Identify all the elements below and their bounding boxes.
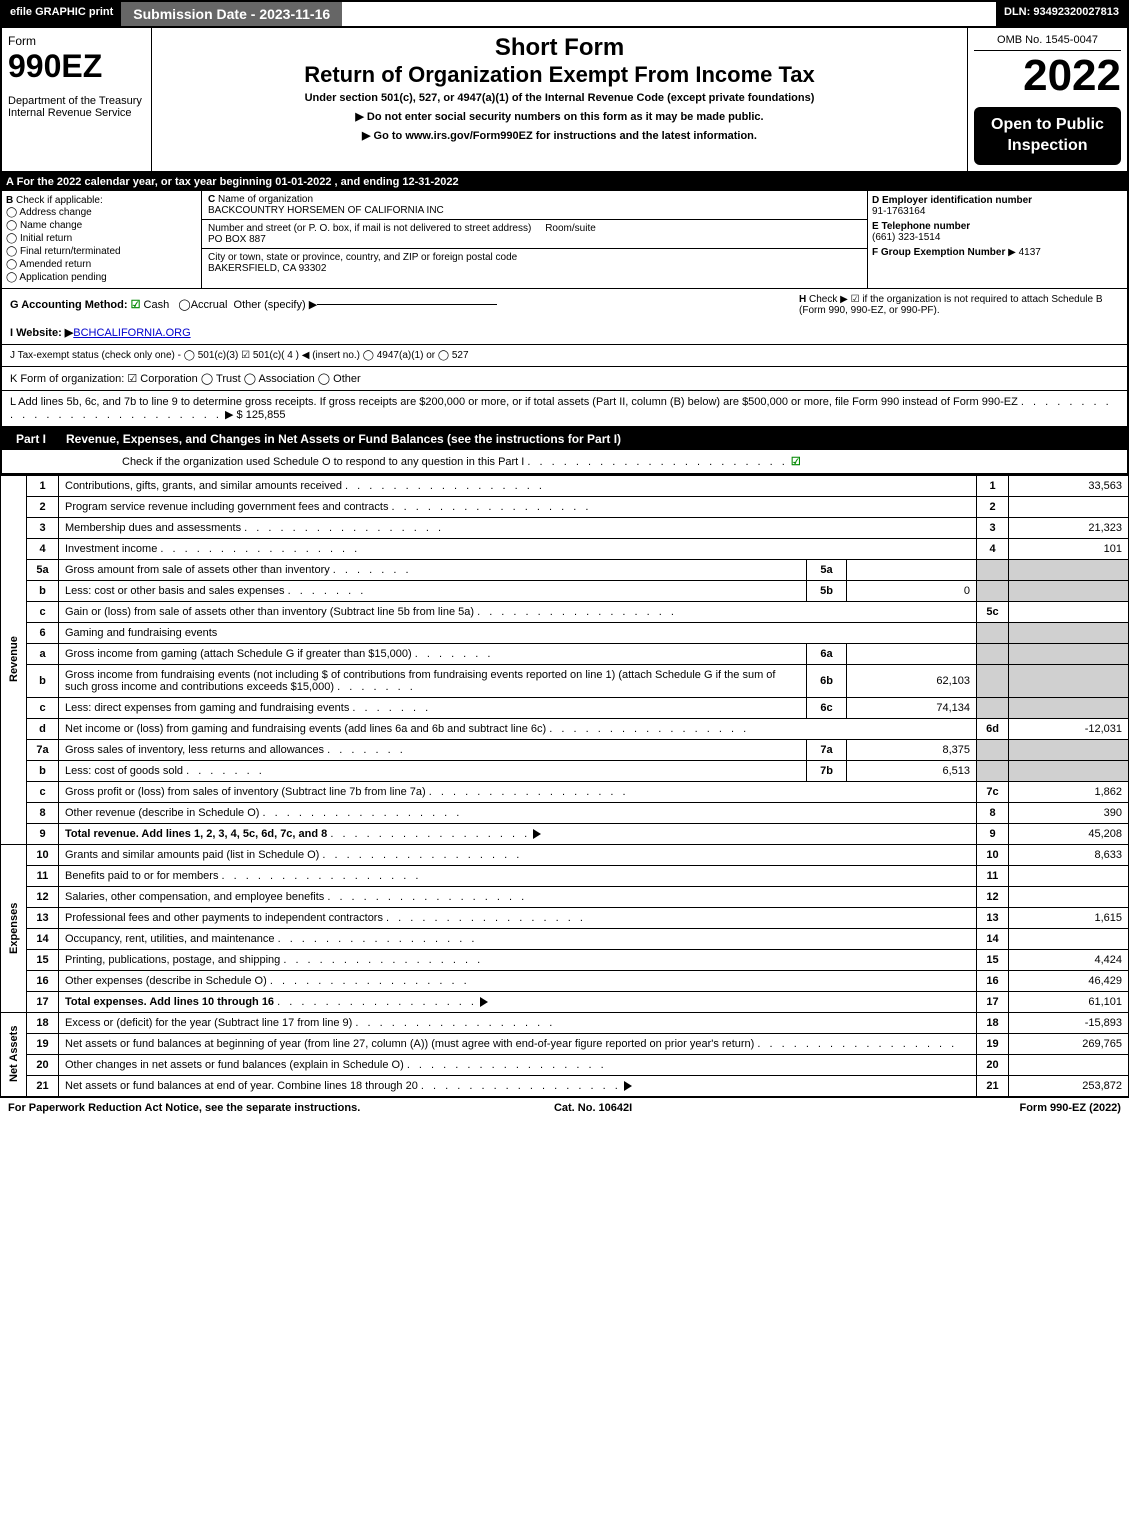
department: Department of the Treasury Internal Reve… xyxy=(8,95,145,119)
short-form: Short Form xyxy=(158,34,961,62)
financial-table: Revenue1Contributions, gifts, grants, an… xyxy=(0,475,1129,1097)
check-icon: ☑ xyxy=(131,298,141,311)
line-j: J Tax-exempt status (check only one) - ◯… xyxy=(2,344,1127,366)
part-i-header: Part I Revenue, Expenses, and Changes in… xyxy=(0,428,1129,450)
line-k: K Form of organization: ☑ Corporation ◯ … xyxy=(2,366,1127,390)
part-i-sub: Check if the organization used Schedule … xyxy=(0,450,1129,475)
tax-year: 2022 xyxy=(974,51,1121,101)
chk-address-change[interactable]: ◯ Address change xyxy=(6,206,197,219)
section-b: B Check if applicable: ◯ Address change … xyxy=(2,191,202,288)
dln: DLN: 93492320027813 xyxy=(996,2,1127,26)
open-to-public: Open to Public Inspection xyxy=(974,107,1121,165)
org-name: BACKCOUNTRY HORSEMEN OF CALIFORNIA INC xyxy=(208,205,444,216)
chk-initial-return[interactable]: ◯ Initial return xyxy=(6,232,197,245)
form-title: Return of Organization Exempt From Incom… xyxy=(158,62,961,88)
group-exemption-value: ▶ 4137 xyxy=(1008,247,1041,258)
line-i: I Website: ▶BCHCALIFORNIA.ORG xyxy=(2,321,1127,344)
instructions-link[interactable]: ▶ Go to www.irs.gov/Form990EZ for instru… xyxy=(158,129,961,142)
line-a: A For the 2022 calendar year, or tax yea… xyxy=(0,173,1129,191)
ein-label: D Employer identification number xyxy=(872,195,1123,206)
chk-amended-return[interactable]: ◯ Amended return xyxy=(6,258,197,271)
omb-number: OMB No. 1545-0047 xyxy=(974,34,1121,51)
website-link[interactable]: BCHCALIFORNIA.ORG xyxy=(73,327,190,339)
tel-label: E Telephone number xyxy=(872,221,1123,232)
ein-value: 91-1763164 xyxy=(872,206,1123,217)
line-h: H Check ▶ ☑ if the organization is not r… xyxy=(799,294,1119,316)
line-g: G Accounting Method: ☑ Cash ◯ Accrual Ot… xyxy=(2,288,1127,321)
line-l: L Add lines 5b, 6c, and 7b to line 9 to … xyxy=(2,390,1127,426)
efile-print-button[interactable]: efile GRAPHIC print xyxy=(2,2,121,26)
org-city: BAKERSFIELD, CA 93302 xyxy=(208,263,326,274)
chk-application-pending[interactable]: ◯ Application pending xyxy=(6,271,197,284)
group-exemption-label: F Group Exemption Number xyxy=(872,247,1005,258)
chk-final-return[interactable]: ◯ Final return/terminated xyxy=(6,245,197,258)
form-label: Form xyxy=(8,34,145,48)
footer: For Paperwork Reduction Act Notice, see … xyxy=(0,1097,1129,1118)
org-street: PO BOX 887 xyxy=(208,234,266,245)
form-number: 990EZ xyxy=(8,48,145,85)
top-bar: efile GRAPHIC print Submission Date - 20… xyxy=(0,0,1129,28)
tel-value: (661) 323-1514 xyxy=(872,232,1123,243)
form-header: Form 990EZ Department of the Treasury In… xyxy=(0,28,1129,173)
chk-name-change[interactable]: ◯ Name change xyxy=(6,219,197,232)
ssn-warning: ▶ Do not enter social security numbers o… xyxy=(158,110,961,123)
submission-date: Submission Date - 2023-11-16 xyxy=(121,2,342,26)
form-subtitle: Under section 501(c), 527, or 4947(a)(1)… xyxy=(158,92,961,104)
